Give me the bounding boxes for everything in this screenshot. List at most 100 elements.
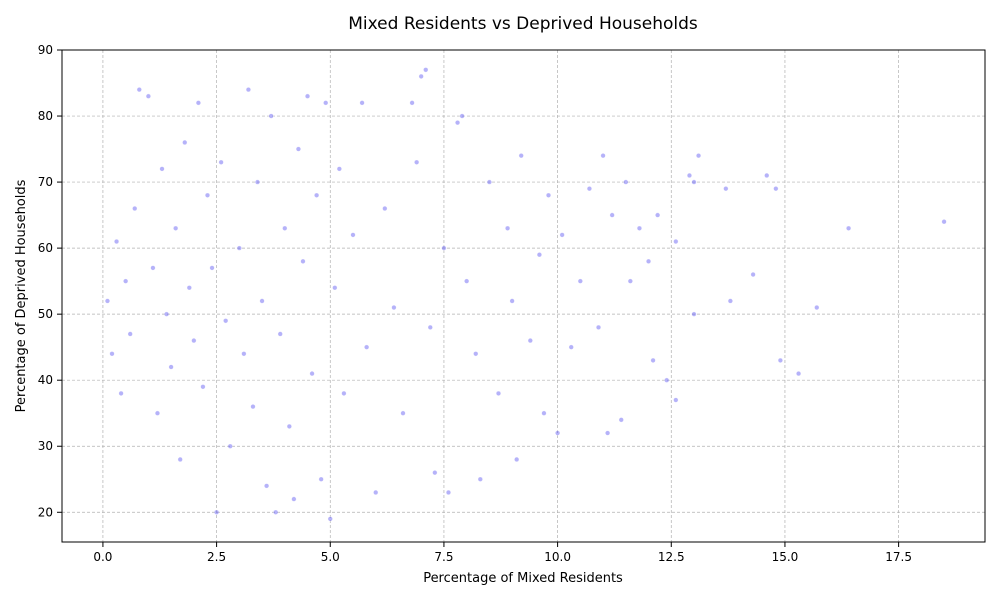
data-point [254, 179, 261, 185]
data-point [723, 186, 729, 192]
y-tick-label: 90 [38, 43, 53, 57]
data-point [195, 100, 201, 106]
data-point [364, 344, 370, 350]
data-point [295, 146, 301, 152]
data-point [814, 305, 820, 311]
y-tick-label: 50 [38, 307, 53, 321]
data-point [209, 265, 215, 271]
data-point [277, 331, 283, 337]
data-point [391, 305, 397, 311]
data-point [214, 509, 220, 515]
data-point [318, 476, 324, 482]
data-point [691, 179, 697, 185]
data-point [527, 338, 533, 344]
data-point [336, 166, 342, 172]
data-point [182, 139, 188, 146]
data-point [409, 100, 415, 106]
data-point [136, 87, 142, 93]
data-point [300, 258, 306, 264]
data-point [691, 311, 697, 317]
data-point [200, 384, 206, 390]
data-point [350, 232, 356, 238]
data-point [414, 159, 420, 165]
data-point [764, 172, 770, 179]
data-point [846, 225, 852, 231]
data-point [618, 417, 624, 423]
data-point [464, 278, 470, 284]
data-point [241, 351, 247, 357]
x-tick-label: 12.5 [658, 550, 685, 564]
data-point [109, 351, 115, 357]
data-point [645, 258, 652, 264]
x-axis-label: Percentage of Mixed Residents [423, 571, 623, 586]
x-tick-label: 2.5 [207, 550, 226, 564]
data-point [727, 298, 733, 304]
data-point [627, 278, 633, 284]
data-point [327, 516, 333, 522]
data-point [186, 285, 192, 291]
data-point [173, 225, 179, 231]
data-point [250, 404, 256, 410]
data-point [555, 430, 561, 436]
data-point [518, 153, 524, 159]
data-point [291, 496, 297, 502]
data-point [168, 364, 174, 370]
data-point [623, 179, 629, 185]
data-point [273, 509, 279, 515]
data-point [750, 271, 756, 278]
data-point [282, 225, 288, 231]
data-point [164, 311, 170, 317]
y-tick-label: 40 [38, 373, 53, 387]
data-point [664, 377, 670, 383]
data-point [154, 410, 161, 416]
data-point [796, 371, 802, 377]
data-point [400, 410, 406, 416]
data-point [309, 371, 315, 377]
data-point [505, 225, 511, 231]
axis-ticks: 0.0 2.5 5.0 7.5 10.0 12.5 15.0 17.5 20 30 40 50 60 70… [38, 43, 912, 564]
y-tick-label: 60 [38, 241, 53, 255]
data-point [441, 245, 447, 251]
data-point [673, 397, 679, 403]
data-point [686, 172, 693, 179]
data-point [445, 489, 452, 496]
data-point [423, 67, 429, 73]
x-tick-label: 10.0 [544, 550, 571, 564]
y-tick-label: 80 [38, 109, 53, 123]
y-axis-label: Percentage of Deprived Households [14, 179, 29, 412]
y-tick-label: 70 [38, 175, 53, 189]
data-point [259, 298, 265, 304]
data-point [605, 430, 611, 436]
data-point [150, 265, 156, 271]
data-point [132, 205, 138, 212]
data-point [314, 192, 320, 198]
data-point [655, 212, 661, 218]
data-point [432, 470, 438, 476]
chart-title: Mixed Residents vs Deprived Households [348, 14, 698, 34]
data-points [104, 67, 947, 522]
data-point [227, 443, 233, 449]
data-point [568, 344, 574, 350]
data-point [609, 212, 615, 218]
data-point [104, 298, 111, 304]
data-point [373, 489, 379, 496]
data-point [118, 390, 124, 396]
data-point [286, 423, 292, 429]
x-tick-label: 5.0 [321, 550, 340, 564]
data-point [359, 100, 365, 106]
data-point [586, 186, 592, 192]
data-point [114, 238, 120, 245]
x-tick-label: 17.5 [885, 550, 912, 564]
data-point [559, 232, 565, 238]
x-tick-label: 7.5 [434, 550, 453, 564]
grid-lines [62, 49, 985, 542]
data-point [650, 357, 656, 363]
y-tick-label: 30 [38, 439, 53, 453]
data-point [541, 410, 547, 416]
data-point [245, 87, 251, 93]
y-tick-label: 20 [38, 505, 53, 519]
data-point [145, 93, 151, 99]
data-point [382, 205, 388, 212]
data-point [323, 100, 329, 106]
